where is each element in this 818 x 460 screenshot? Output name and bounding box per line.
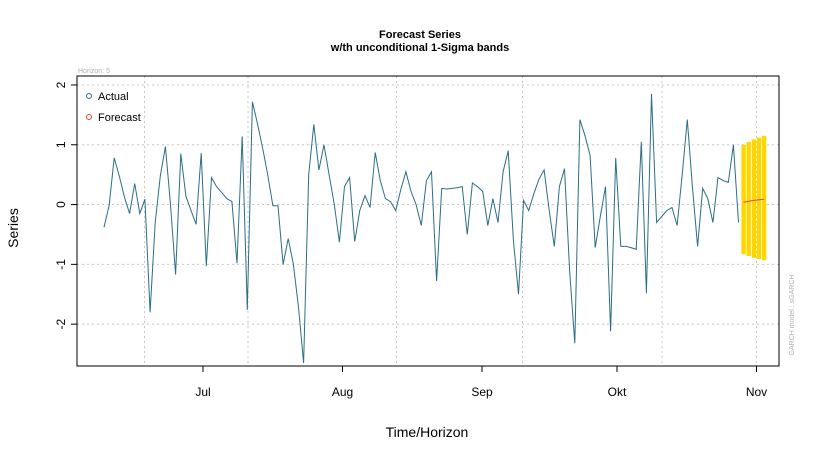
sigma-band-2 (746, 141, 751, 256)
legend-label-forecast: Forecast (98, 112, 141, 124)
x-tick-label-1: Aug (332, 385, 353, 399)
x-tick-label-0: Jul (195, 385, 210, 399)
plot-frame (76, 75, 780, 367)
y-tick-label-2: 0 (54, 201, 68, 208)
sigma-band-3 (751, 139, 757, 258)
y-axis-label: Series (5, 208, 21, 248)
series-line-actual (103, 93, 739, 364)
y-tick-label-1: -1 (54, 259, 68, 270)
sigma-band-4 (756, 137, 762, 259)
sigma-bands (741, 135, 767, 261)
legend-marker-forecast (86, 114, 92, 120)
chart-title: Forecast Series (379, 29, 461, 41)
grid-lines (77, 76, 779, 366)
x-tick-label-4: Nov (746, 385, 767, 399)
sigma-band-5 (761, 135, 767, 261)
sigma-band-1 (741, 144, 746, 255)
horizon-label: Horizon: 5 (78, 68, 110, 75)
x-tick-label-2: Sep (471, 385, 493, 399)
legend: Actual Forecast (86, 91, 141, 124)
y-tick-label-0: -2 (54, 318, 68, 329)
legend-label-actual: Actual (98, 91, 129, 103)
legend-marker-actual (86, 93, 92, 99)
x-tick-label-3: Okt (608, 385, 627, 399)
model-label: GARCH model : sGARCH (789, 275, 796, 356)
series-lines (103, 93, 765, 364)
y-tick-label-4: 2 (54, 81, 68, 88)
y-tick-label-3: 1 (54, 141, 68, 148)
x-axis-label: Time/Horizon (386, 424, 469, 440)
chart-subtitle: w/th unconditional 1-Sigma bands (330, 42, 509, 54)
series-line-forecast (743, 198, 765, 203)
axes: -2 -1 0 1 2 Jul Aug Sep Okt Nov (54, 81, 767, 399)
